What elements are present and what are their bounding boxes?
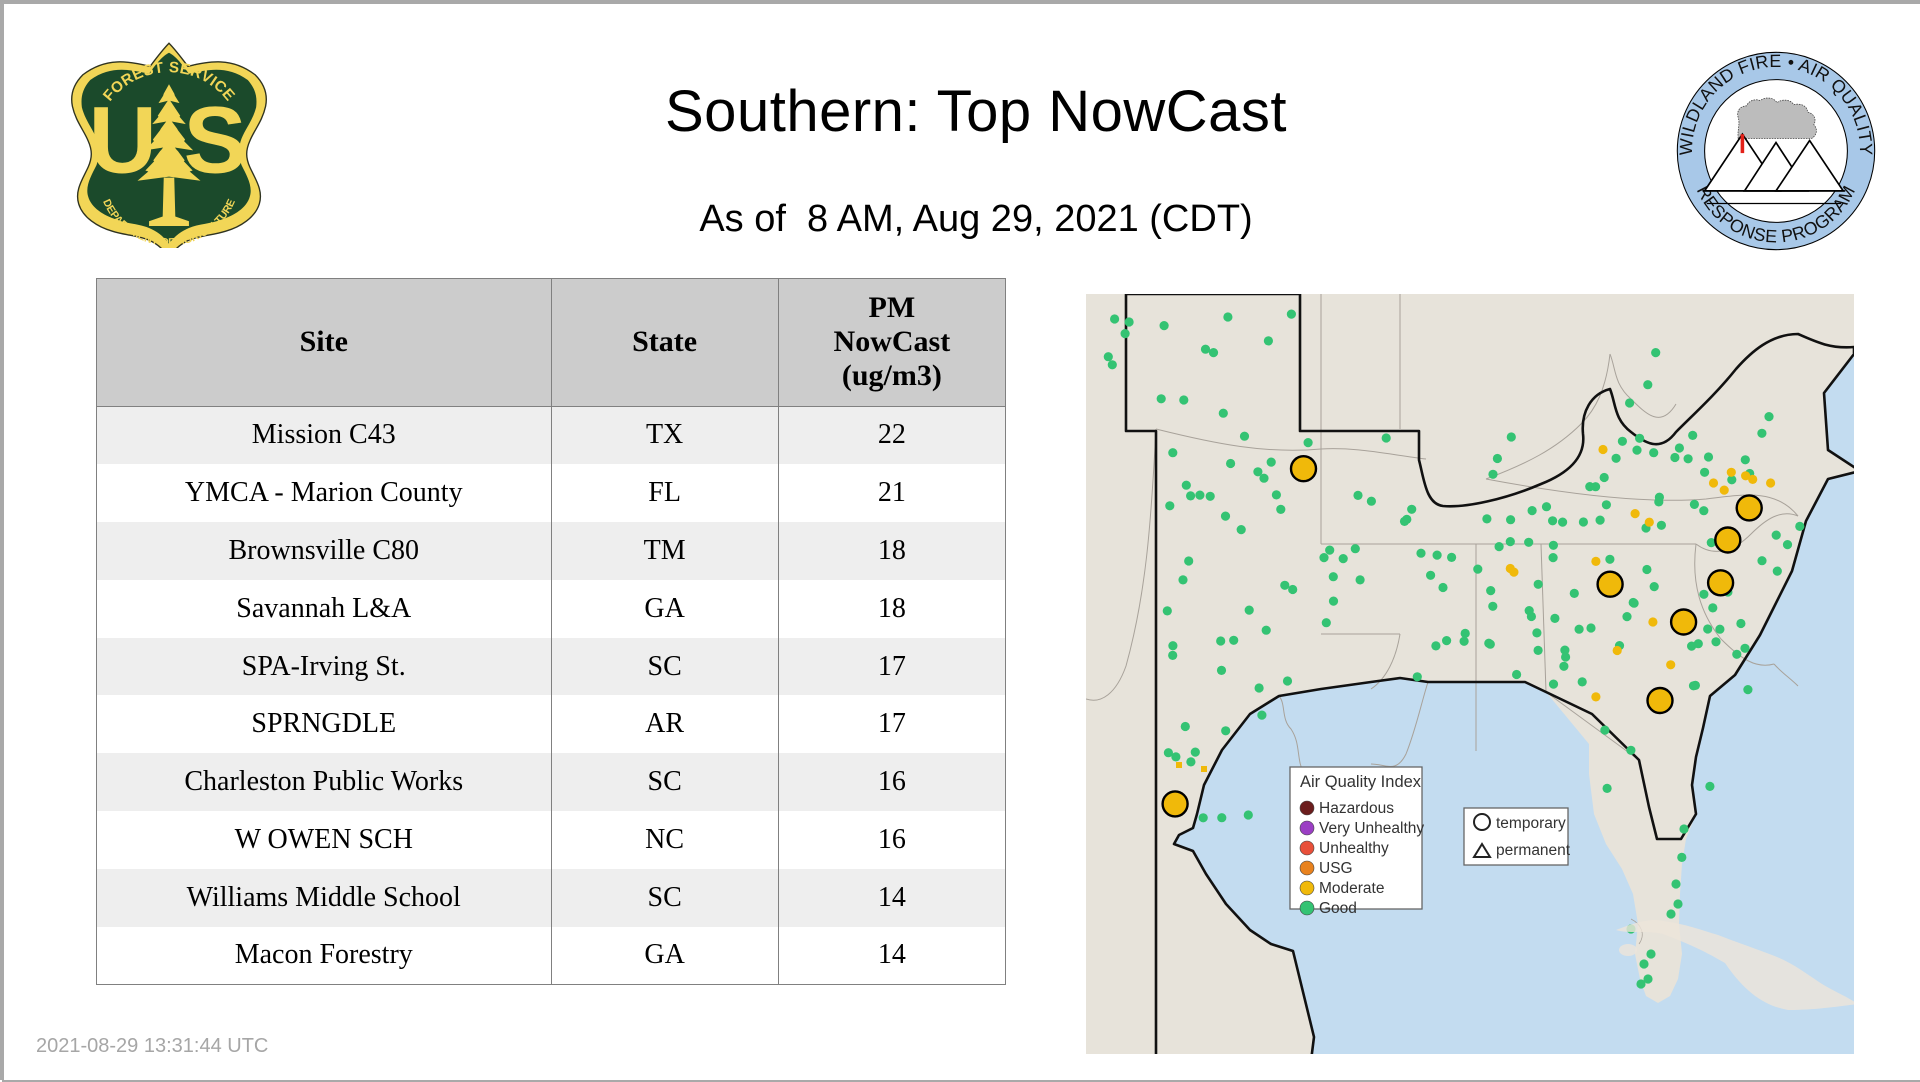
svg-text:permanent: permanent (1496, 842, 1571, 859)
svg-text:Air Quality Index: Air Quality Index (1300, 773, 1422, 791)
svg-text:Very Unhealthy: Very Unhealthy (1319, 820, 1424, 837)
svg-text:Moderate: Moderate (1319, 880, 1384, 897)
svg-text:Unhealthy: Unhealthy (1319, 840, 1389, 857)
svg-text:Good: Good (1319, 900, 1357, 917)
svg-text:Hazardous: Hazardous (1319, 800, 1394, 817)
svg-text:USG: USG (1319, 860, 1353, 877)
svg-text:temporary: temporary (1496, 815, 1566, 832)
